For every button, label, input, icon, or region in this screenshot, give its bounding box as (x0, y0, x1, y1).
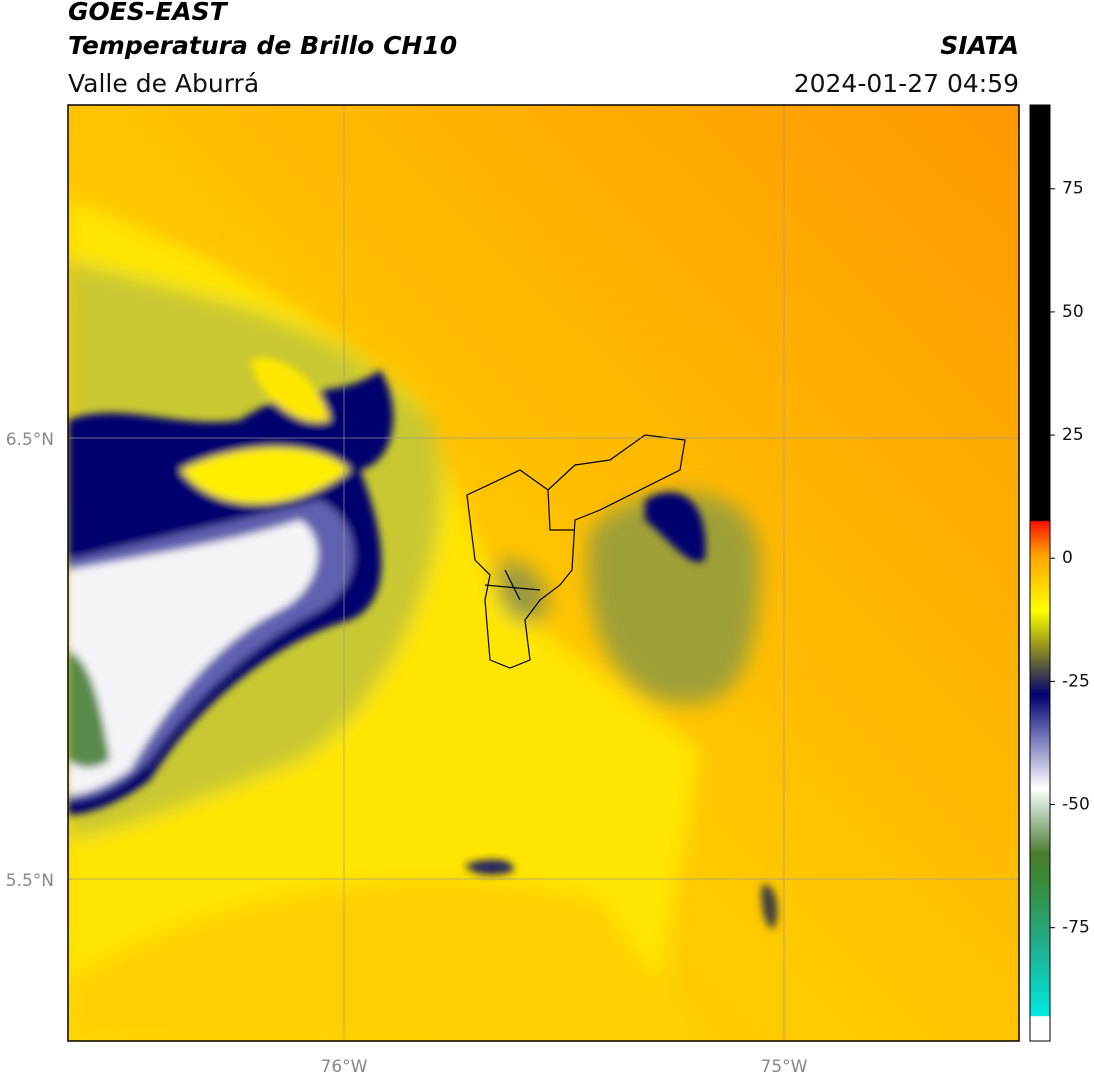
map-frame (67, 104, 1020, 1042)
lat-label: 6.5°N (6, 430, 54, 450)
region: Valle de Aburrá (68, 69, 259, 98)
source: SIATA (940, 31, 1019, 60)
colorbar (1029, 104, 1051, 1042)
satellite-image (68, 105, 1019, 1041)
colorbar-tick-label: 75 (1062, 179, 1084, 199)
colorbar-tick-label: -75 (1062, 918, 1090, 938)
colorbar-tick-label: 25 (1062, 425, 1084, 445)
subtitle: Temperatura de Brillo CH10 (68, 31, 457, 60)
title: GOES-EAST (68, 0, 229, 26)
lat-label: 5.5°N (6, 871, 54, 891)
colorbar-tick-label: -50 (1062, 795, 1090, 815)
timestamp: 2024-01-27 04:59 (794, 69, 1019, 98)
lon-label: 75°W (761, 1057, 808, 1077)
lon-label: 76°W (321, 1057, 368, 1077)
colorbar-tick-label: 0 (1062, 548, 1073, 568)
colorbar-tick-label: 50 (1062, 302, 1084, 322)
colorbar-tick-label: -25 (1062, 671, 1090, 691)
